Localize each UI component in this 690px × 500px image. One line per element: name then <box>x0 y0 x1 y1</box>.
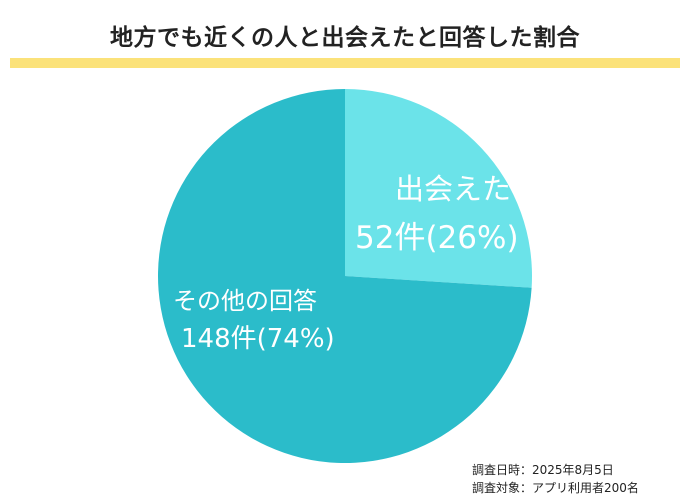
slice-value-2: 148件(74%) <box>181 324 335 354</box>
pie-slice-1 <box>345 89 532 288</box>
slice-label-2: その他の回答 <box>173 287 317 315</box>
title-underline <box>10 58 680 68</box>
chart-title: 地方でも近くの人と出会えたと回答した割合 <box>110 25 580 51</box>
survey-date-note: 調査日時：2025年8月5日 <box>472 463 614 477</box>
pie-labels: 出会えた 52件(26%) その他の回答 148件(74%) <box>173 172 519 354</box>
pie-slice-2 <box>158 89 532 464</box>
survey-target-note: 調査対象：アプリ利用者200名 <box>472 481 639 495</box>
slice-value-1: 52件(26%) <box>355 220 519 256</box>
pie-slices <box>158 89 532 464</box>
slice-label-1: 出会えた <box>395 172 511 206</box>
